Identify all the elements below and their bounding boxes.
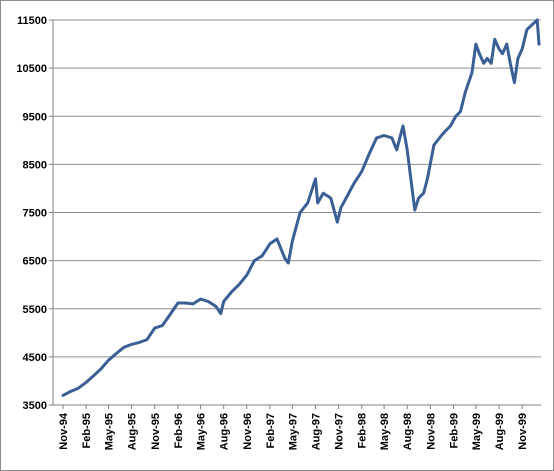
y-tick-label: 11500 <box>17 15 47 27</box>
x-tick-label: Feb-97 <box>265 413 277 448</box>
x-tick-label: May-99 <box>471 413 483 450</box>
x-tick-label: Feb-96 <box>173 413 185 448</box>
y-axis-ticks: 3500 4500 5500 6500 7500 8500 9500 10500 11500 <box>16 15 53 412</box>
y-tick-label: 3500 <box>23 400 47 412</box>
x-tick-label: May-97 <box>287 413 299 450</box>
y-tick-label: 7500 <box>23 208 47 220</box>
series-line <box>61 18 541 397</box>
x-tick-label: Feb-98 <box>357 413 369 448</box>
x-axis-ticks: Nov-94 Feb-95 May-95 Aug-95 Nov-95 Feb-96 May-… <box>58 405 529 450</box>
x-tick-label: Nov-98 <box>425 413 437 450</box>
x-tick-label: Nov-94 <box>58 412 70 450</box>
x-tick-label: Feb-99 <box>449 413 461 448</box>
y-tick-label: 4500 <box>23 352 47 364</box>
x-tick-label: Nov-95 <box>150 413 162 450</box>
x-tick-label: Aug-98 <box>402 413 414 450</box>
x-tick-label: Aug-96 <box>219 413 231 450</box>
y-tick-label: 8500 <box>23 159 47 171</box>
y-tick-label: 9500 <box>23 111 47 123</box>
x-tick-label: Nov-96 <box>242 413 254 450</box>
x-tick-label: Aug-97 <box>310 413 322 450</box>
x-tick-label: Aug-95 <box>127 413 139 450</box>
gridlines <box>53 19 541 406</box>
x-tick-label: Nov-99 <box>517 413 529 450</box>
x-tick-label: Aug-99 <box>494 413 506 450</box>
x-tick-label: Feb-95 <box>81 413 93 448</box>
y-tick-label: 10500 <box>16 63 47 75</box>
x-tick-label: Nov-97 <box>334 413 346 450</box>
y-tick-label: 5500 <box>23 304 47 316</box>
x-tick-label: May-96 <box>196 413 208 450</box>
series-layer <box>61 18 541 397</box>
x-tick-label: May-98 <box>379 413 391 450</box>
x-tick-label: May-95 <box>104 413 116 450</box>
y-tick-label: 6500 <box>23 256 47 268</box>
